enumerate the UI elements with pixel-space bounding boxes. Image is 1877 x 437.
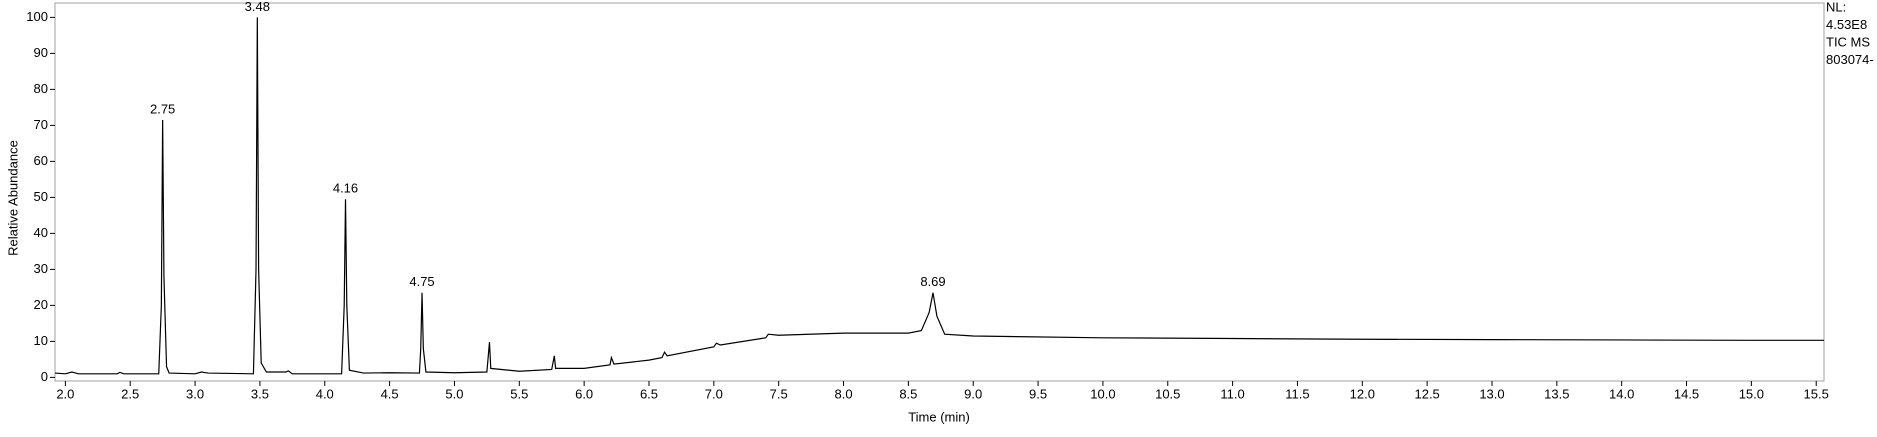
y-tick-label: 80 xyxy=(34,81,48,96)
x-tick-label: 6.5 xyxy=(640,386,658,401)
y-tick-label: 60 xyxy=(34,153,48,168)
x-tick-label: 5.0 xyxy=(445,386,463,401)
y-tick-label: 0 xyxy=(41,369,48,384)
y-tick-label: 10 xyxy=(34,333,48,348)
peak-label: 2.75 xyxy=(150,101,175,116)
y-tick-label: 20 xyxy=(34,297,48,312)
y-tick-label: 40 xyxy=(34,225,48,240)
side-text: NL: xyxy=(1826,0,1846,14)
side-text: 4.53E8 xyxy=(1826,17,1867,32)
y-tick-label: 30 xyxy=(34,261,48,276)
plot-frame xyxy=(54,2,1825,382)
x-tick-label: 14.0 xyxy=(1609,386,1634,401)
x-tick-label: 10.0 xyxy=(1090,386,1115,401)
peak-label: 3.48 xyxy=(245,0,270,14)
y-tick-label: 70 xyxy=(34,117,48,132)
side-text: 803074- xyxy=(1826,52,1874,67)
x-tick-label: 6.0 xyxy=(575,386,593,401)
x-tick-label: 8.5 xyxy=(899,386,917,401)
x-tick-label: 7.5 xyxy=(770,386,788,401)
y-tick-label: 90 xyxy=(34,45,48,60)
x-tick-label: 9.0 xyxy=(964,386,982,401)
x-tick-label: 10.5 xyxy=(1155,386,1180,401)
peak-label: 4.75 xyxy=(409,274,434,289)
x-tick-label: 15.0 xyxy=(1739,386,1764,401)
y-tick-label: 50 xyxy=(34,189,48,204)
x-tick-label: 15.5 xyxy=(1804,386,1829,401)
x-tick-label: 4.0 xyxy=(316,386,334,401)
x-tick-label: 13.5 xyxy=(1544,386,1569,401)
peak-label: 8.69 xyxy=(920,274,945,289)
x-tick-label: 11.0 xyxy=(1220,386,1244,401)
x-tick-label: 5.5 xyxy=(510,386,528,401)
x-axis-title: Time (min) xyxy=(908,409,970,424)
x-tick-label: 3.5 xyxy=(251,386,269,401)
x-tick-label: 9.5 xyxy=(1029,386,1047,401)
x-tick-label: 12.5 xyxy=(1414,386,1439,401)
x-tick-label: 2.0 xyxy=(56,386,74,401)
x-tick-label: 7.0 xyxy=(705,386,723,401)
x-tick-label: 4.5 xyxy=(381,386,399,401)
x-tick-label: 12.0 xyxy=(1350,386,1375,401)
y-axis-title: Relative Abundance xyxy=(5,140,20,256)
x-tick-label: 13.0 xyxy=(1479,386,1504,401)
trace-line xyxy=(54,17,1824,375)
x-tick-label: 14.5 xyxy=(1674,386,1699,401)
x-tick-label: 8.0 xyxy=(834,386,852,401)
side-text: TIC MS xyxy=(1826,34,1870,49)
y-tick-label: 100 xyxy=(26,9,48,24)
x-tick-label: 2.5 xyxy=(121,386,139,401)
x-tick-label: 11.5 xyxy=(1285,386,1309,401)
x-tick-label: 3.0 xyxy=(186,386,204,401)
peak-label: 4.16 xyxy=(333,181,358,196)
